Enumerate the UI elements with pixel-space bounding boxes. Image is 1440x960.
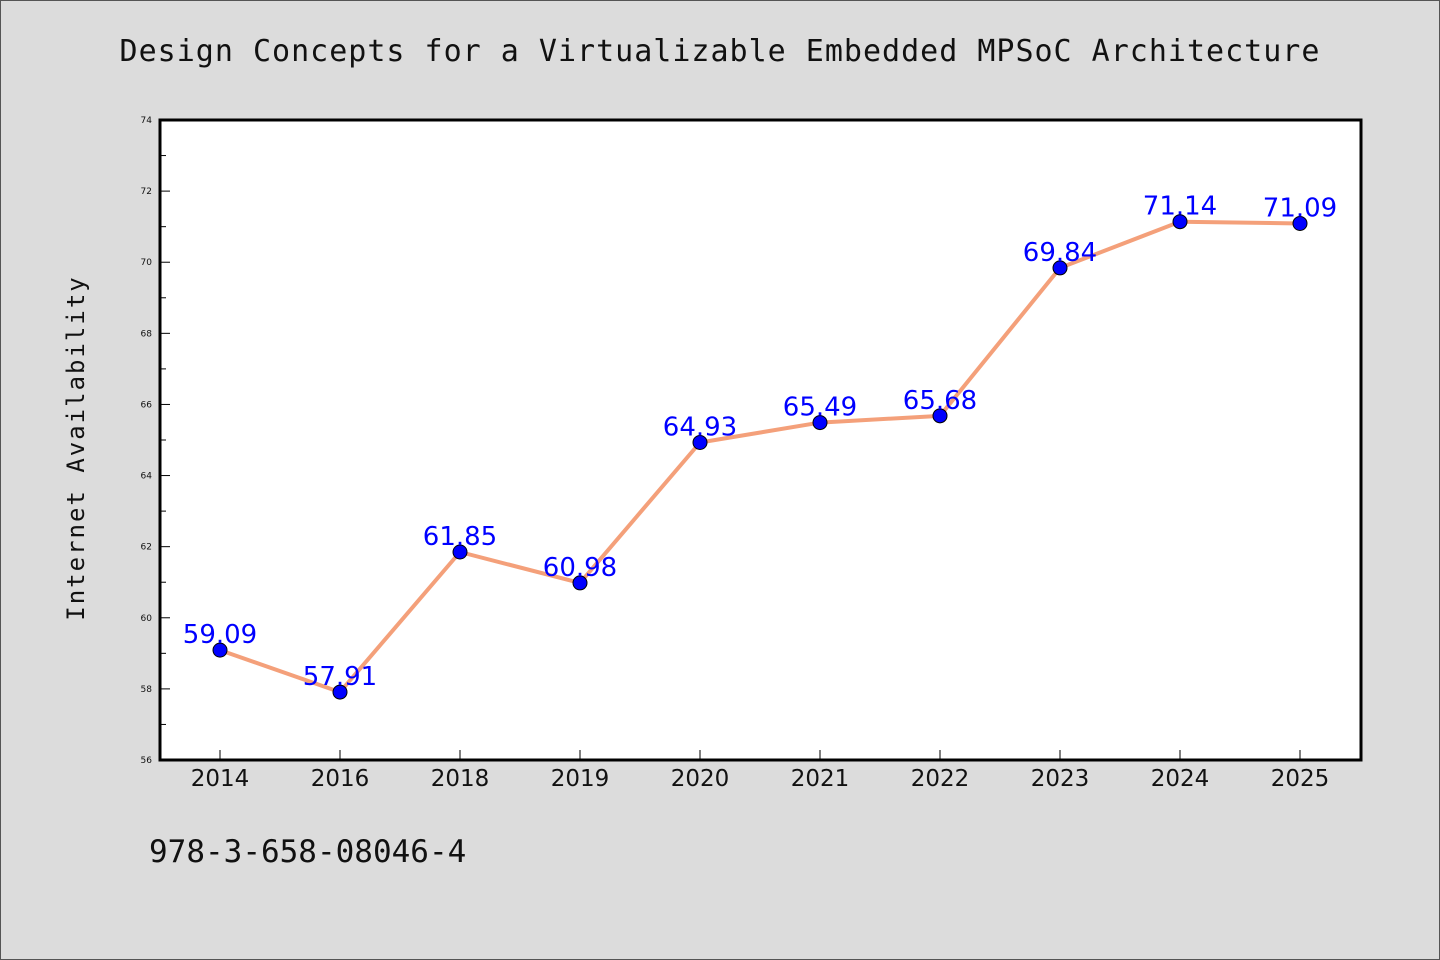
x-tick-label: 2022 [911,766,970,792]
x-tick-label: 2025 [1271,766,1330,792]
y-tick-label: 58 [141,685,153,695]
data-point [932,408,948,424]
x-tick-label: 2024 [1151,766,1210,792]
x-tick-label: 2023 [1031,766,1090,792]
data-point [1172,214,1188,230]
y-tick-label: 64 [141,472,153,482]
y-tick-label: 74 [141,116,153,126]
data-point [1052,260,1068,276]
isbn-footer: 978-3-658-08046-4 [149,834,467,870]
x-tick-label: 2020 [671,766,730,792]
x-axis: 2014 2016 2018 2019 2020 2021 2022 2023 2024 2025 [191,750,1330,792]
data-markers [212,214,1308,700]
y-tick-label: 72 [141,187,152,197]
x-tick-label: 2016 [311,766,370,792]
y-tick-label: 70 [141,258,153,268]
y-tick-label: 62 [141,543,152,553]
plot-area [158,118,1363,762]
data-labels: 59.09 57.91 61.85 60.98 64.93 65.49 65.68 69.84… [183,192,1337,692]
data-label: 59.09 [183,620,257,650]
data-point [332,684,348,700]
y-tick-label: 60 [141,614,153,624]
data-point [692,434,708,450]
data-point [572,575,588,591]
y-tick-label: 68 [141,329,153,339]
series-line [219,219,1301,695]
data-point [212,642,228,658]
y-tick-label: 56 [141,756,153,766]
data-label: 71.14 [1143,192,1217,222]
data-point [812,415,828,431]
data-label: 57.91 [303,662,377,692]
x-tick-label: 2021 [791,766,850,792]
x-tick-label: 2019 [551,766,610,792]
data-point [1292,215,1308,231]
y-tick-label: 66 [141,400,153,410]
data-point [452,544,468,560]
x-tick-label: 2018 [431,766,490,792]
y-axis: 56 58 60 62 64 66 68 70 72 74 [141,116,170,766]
chart-title: Design Concepts for a Virtualizable Embe… [119,34,1321,69]
data-label: 60.98 [543,553,617,583]
data-label: 65.68 [903,386,977,416]
data-label: 61.85 [423,522,497,552]
data-label: 69.84 [1023,238,1097,268]
data-label: 65.49 [783,393,857,423]
x-tick-label: 2014 [191,766,250,792]
data-label: 64.93 [663,412,737,442]
data-label: 71.09 [1263,193,1337,223]
